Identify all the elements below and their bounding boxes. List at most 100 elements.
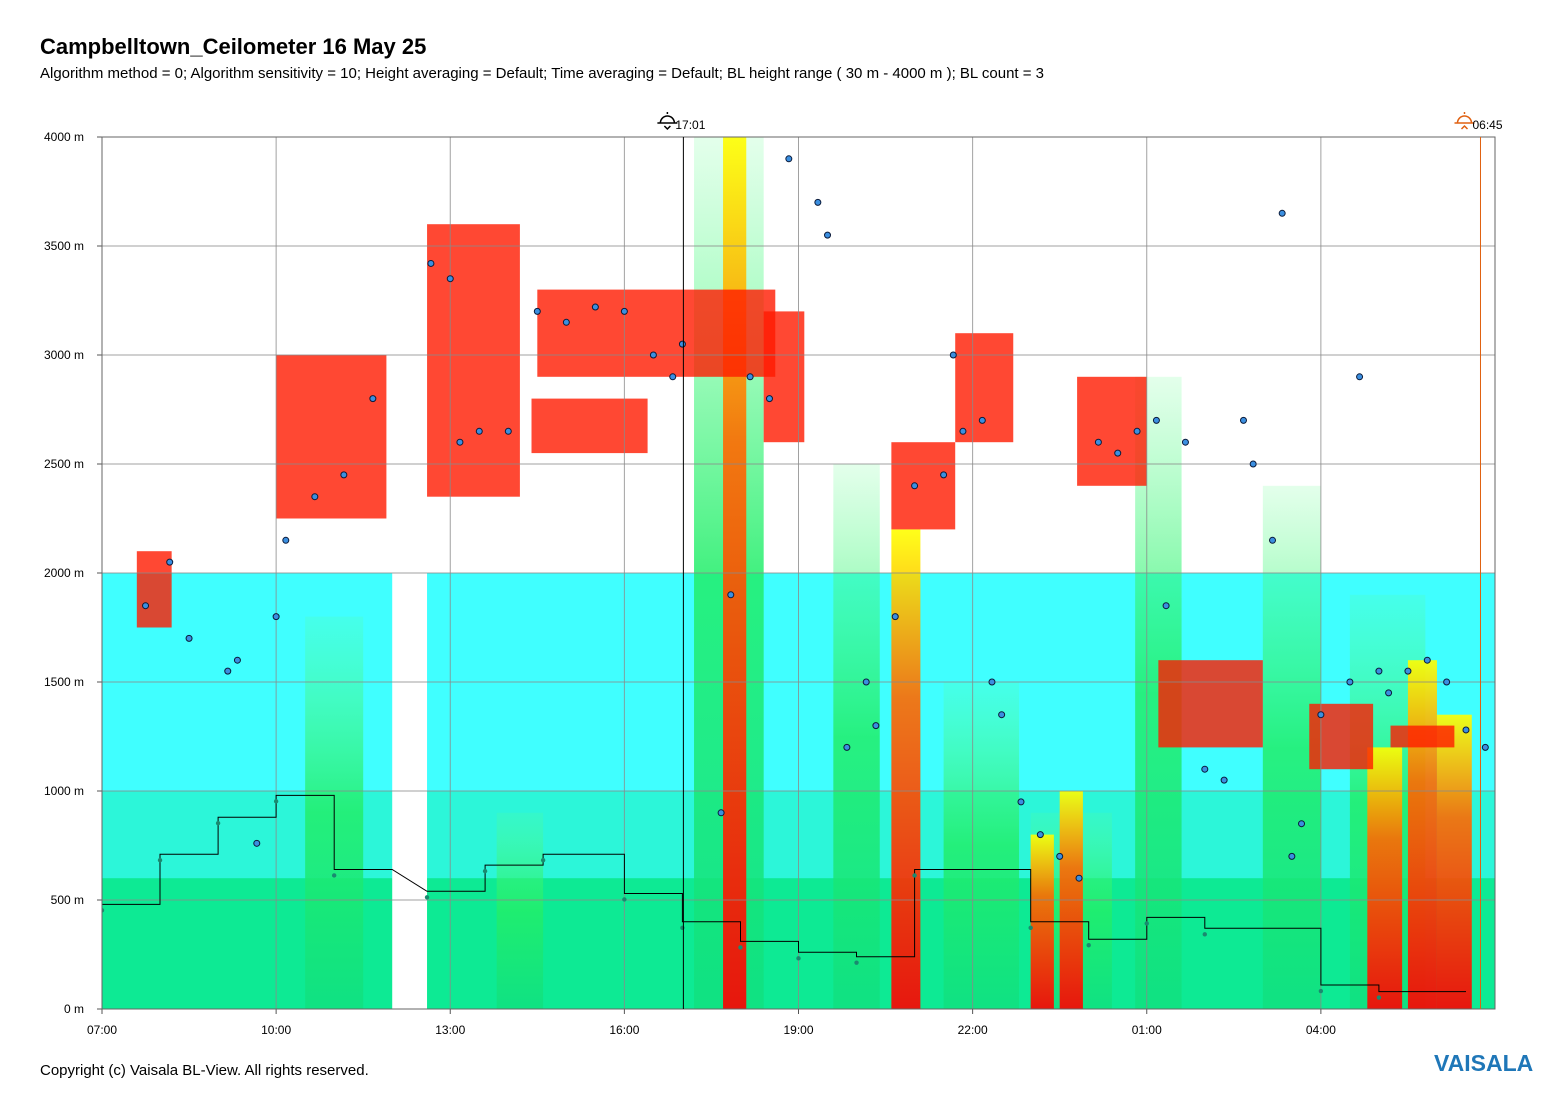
bl-height-point	[157, 858, 163, 863]
bl-height-point	[102, 908, 105, 913]
cloud-base-point	[824, 231, 832, 239]
cloud-base-point	[1162, 602, 1170, 610]
cloud-base-point	[911, 482, 919, 490]
cloud-base-point	[959, 427, 967, 435]
intense-column	[1407, 660, 1437, 1009]
sun-markers: 17:01 06:45	[657, 112, 1503, 1009]
cloud-base-point	[717, 809, 725, 817]
bl-height-point	[854, 960, 859, 965]
cloud-base-layer	[142, 155, 1489, 882]
copyright-text: Copyright (c) Vaisala BL-View. All right…	[40, 1062, 369, 1079]
cloud-base-point	[765, 395, 773, 403]
bl-height-point	[1086, 943, 1091, 948]
axes: 0 m 500 m 1000 m 1500 m 2000 m 2500 m 3000 m 35…	[44, 130, 1496, 1037]
cloud-base-point	[1298, 820, 1306, 828]
cloud-patch	[537, 289, 776, 377]
cloud-base-point	[282, 536, 290, 544]
cloud-base-point	[1056, 852, 1064, 860]
x-tick-label: 16:00	[609, 1023, 639, 1037]
bl-height-line	[102, 794, 1466, 993]
cloud-base-point	[669, 373, 677, 381]
cloud-base-point	[949, 351, 957, 359]
cloud-base-point	[1423, 656, 1431, 664]
y-tick-label: 3500 m	[44, 239, 84, 253]
plot-frame	[101, 136, 1496, 1010]
y-tick-label: 2500 m	[44, 457, 84, 471]
bl-height-point	[424, 895, 430, 900]
bl-height-point	[1376, 995, 1382, 1000]
cloud-patch	[763, 311, 805, 443]
cloud-base-point	[1356, 373, 1364, 381]
down-arrow	[663, 125, 671, 131]
cloud-patch	[276, 355, 387, 519]
cloud-base-point	[272, 613, 280, 621]
cloud-base-point	[1075, 874, 1083, 882]
cloud-base-point	[166, 558, 174, 566]
cloud-base-point	[814, 198, 822, 206]
cloud-base-point	[1220, 776, 1228, 784]
x-tick-label: 22:00	[958, 1023, 988, 1037]
bl-height-point	[738, 945, 743, 950]
sun-arc	[659, 115, 676, 124]
cloud-base-point	[620, 307, 628, 315]
x-tick-label: 07:00	[87, 1023, 117, 1037]
y-tick-label: 0 m	[64, 1002, 84, 1016]
cloud-patch	[136, 551, 172, 628]
cloud-base-point	[1288, 852, 1296, 860]
bl-height-point	[482, 868, 488, 874]
bl-height-point	[331, 873, 337, 878]
cloud-base-point	[872, 722, 880, 730]
cloud-base-point	[562, 318, 570, 326]
cloud-base-point	[533, 307, 541, 315]
green-plume	[496, 812, 544, 1009]
intense-column	[891, 529, 921, 1009]
cloud-base-point	[311, 493, 319, 501]
bl-height-layer	[102, 794, 1466, 1000]
cloud-base-point	[1094, 438, 1102, 446]
cloud-base-point	[427, 259, 435, 267]
vaisala-logo: VAISALA	[1434, 1050, 1534, 1076]
x-tick-label: 13:00	[435, 1023, 465, 1037]
cloud-base-point	[746, 373, 754, 381]
chart-subtitle: Algorithm method = 0; Algorithm sensitiv…	[40, 65, 1045, 82]
bl-height-point	[215, 820, 221, 826]
cloud-patch	[955, 333, 1014, 443]
x-tick-label: 19:00	[783, 1023, 813, 1037]
cloud-base-point	[1317, 711, 1325, 719]
cloud-base-point	[1375, 667, 1383, 675]
y-tick-label: 3000 m	[44, 348, 84, 362]
bl-height-point	[1144, 921, 1149, 926]
bl-height-point	[912, 873, 917, 878]
cloud-base-point	[185, 634, 193, 642]
bl-height-point	[1318, 988, 1324, 994]
bl-height-point	[540, 858, 546, 863]
cloud-base-point	[1278, 209, 1286, 217]
bl-height-point	[1028, 925, 1033, 930]
cloud-base-point	[1181, 438, 1189, 446]
sunset-label: 17:01	[675, 118, 705, 132]
cloud-base-point	[340, 471, 348, 479]
bl-height-point	[1202, 932, 1207, 937]
y-tick-label: 1000 m	[44, 784, 84, 798]
cloud-patch	[891, 442, 956, 530]
cloud-base-point	[253, 839, 261, 847]
cloud-base-point	[1249, 460, 1257, 468]
cloud-base-point	[1462, 726, 1470, 734]
cloud-base-point	[1481, 743, 1489, 751]
cloud-base-point	[1201, 765, 1209, 773]
cloud-base-point	[1017, 798, 1025, 806]
grid-lines	[101, 136, 1495, 1010]
bl-height-point	[680, 925, 685, 930]
cloud-base-point	[1036, 831, 1044, 839]
cloud-base-point	[1346, 678, 1354, 686]
sunrise-label: 06:45	[1472, 118, 1502, 132]
cloud-base-point	[446, 275, 454, 283]
up-arrow	[1460, 124, 1469, 130]
cloud-patch	[1390, 725, 1455, 748]
intense-column	[1436, 714, 1472, 1009]
green-plume	[943, 682, 1020, 1009]
cloud-base-point	[1114, 449, 1122, 457]
cloud-base-point	[1404, 667, 1412, 675]
sunset-icon	[657, 112, 678, 131]
